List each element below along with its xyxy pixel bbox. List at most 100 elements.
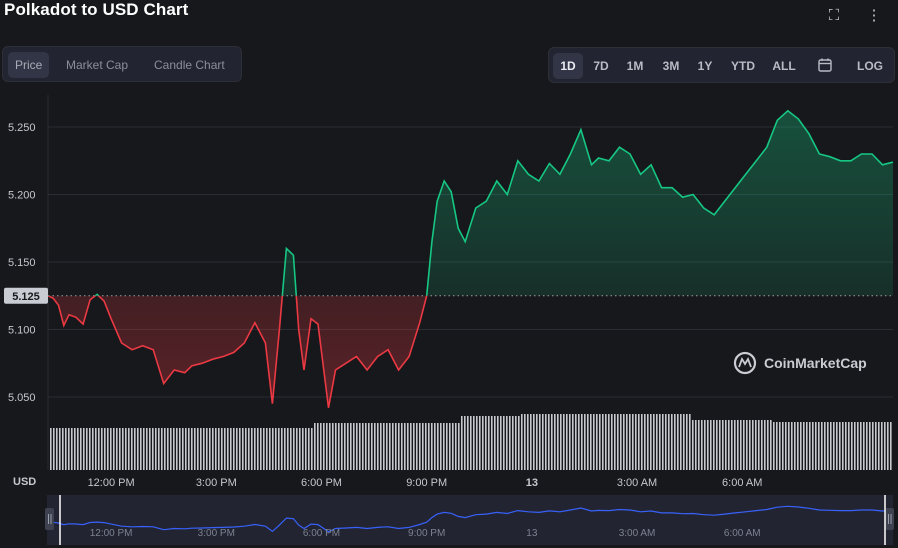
volume-bar [287,428,289,470]
range-log[interactable]: LOG [857,59,883,73]
y-tick-label: 5.150 [8,257,36,269]
volume-bar [254,428,256,470]
range-1m[interactable]: 1M [626,59,644,73]
x-tick-label: 9:00 PM [406,477,447,489]
volume-bar [491,416,493,470]
volume-bar [581,414,583,470]
volume-bar [245,428,247,470]
volume-bar [704,420,706,470]
x-tick-label: 12:00 PM [88,477,135,489]
volume-bar [860,422,862,470]
fullscreen-icon[interactable]: ⛶ [828,7,840,24]
volume-bar [800,422,802,470]
tab-market-cap[interactable]: Market Cap [66,58,129,72]
volume-bar [350,423,352,470]
volume-bar [305,428,307,470]
volume-bar [326,423,328,470]
range-ytd[interactable]: YTD [731,59,755,73]
navigator-tick-label: 6:00 AM [724,528,761,539]
volume-bar [89,428,91,470]
volume-bar [803,422,805,470]
volume-bar [554,414,556,470]
x-tick-label: 6:00 PM [301,477,342,489]
more-icon[interactable]: ⋮ [866,7,882,24]
volume-bar [620,414,622,470]
range-7d[interactable]: 7D [593,59,609,73]
area-below-baseline [48,295,893,408]
volume-bar [476,416,478,470]
volume-bar [239,428,241,470]
range-1y[interactable]: 1Y [697,59,713,73]
volume-bar [212,428,214,470]
navigator-line [47,505,894,533]
calendar-icon[interactable] [811,53,839,79]
volume-bar [488,416,490,470]
range-3m[interactable]: 3M [662,59,680,73]
navigator-tick-label: 3:00 PM [198,528,235,539]
volume-bar [743,420,745,470]
volume-bar [737,420,739,470]
volume-bar [575,414,577,470]
volume-bar [362,423,364,470]
volume-bar [833,422,835,470]
volume-bar [203,428,205,470]
volume-bar [701,420,703,470]
navigator-tick-label: 3:00 AM [619,528,656,539]
volume-bar [77,428,79,470]
volume-bar [377,423,379,470]
volume-bar [68,428,70,470]
range-all[interactable]: ALL [772,59,796,73]
volume-bar [110,428,112,470]
volume-bar [884,422,886,470]
volume-bar [440,423,442,470]
volume-bar [227,428,229,470]
range-navigator[interactable]: 12:00 PM 3:00 PM 6:00 PM 9:00 PM 13 3:00 AM 6:… [45,495,894,545]
volume-bar [296,428,298,470]
volume-bar [749,420,751,470]
volume-bar [665,414,667,470]
coinmarketcap-logo-icon [733,351,757,375]
tab-price[interactable]: Price [8,52,50,78]
y-axis: 5.250 5.200 5.150 5.100 5.050 USD 5.125 [4,122,48,488]
volume-bar [389,423,391,470]
baseline-label: 5.125 [12,291,40,303]
volume-bar [764,420,766,470]
price-line-up [47,109,894,296]
volume-bar [854,422,856,470]
volume-bar [614,414,616,470]
volume-bar [293,428,295,470]
watermark: CoinMarketCap [733,351,867,375]
volume-bar [134,428,136,470]
volume-bar [101,428,103,470]
volume-bar [596,414,598,470]
volume-bar [689,414,691,470]
volume-bar [809,422,811,470]
volume-bar [728,420,730,470]
volume-bar [155,428,157,470]
volume-bar [209,428,211,470]
volume-bar [71,428,73,470]
volume-bar [716,420,718,470]
volume-bar [776,422,778,470]
volume-bar [677,414,679,470]
navigator-handle-left[interactable] [45,508,54,530]
volume-bar [755,420,757,470]
volume-bar [164,428,166,470]
volume-bar [605,414,607,470]
area-above-baseline [48,110,893,296]
volume-bar [674,414,676,470]
volume-bar [461,416,463,470]
volume-bar [839,422,841,470]
navigator-handle-right[interactable] [885,508,894,530]
volume-bar [83,428,85,470]
volume-bar [413,423,415,470]
tab-candle-chart[interactable]: Candle Chart [154,58,225,72]
volume-bar [53,428,55,470]
volume-bar [767,420,769,470]
volume-bar [662,414,664,470]
range-1d[interactable]: 1D [553,53,583,79]
volume-bar [455,423,457,470]
volume-bar [653,414,655,470]
volume-bar [587,414,589,470]
